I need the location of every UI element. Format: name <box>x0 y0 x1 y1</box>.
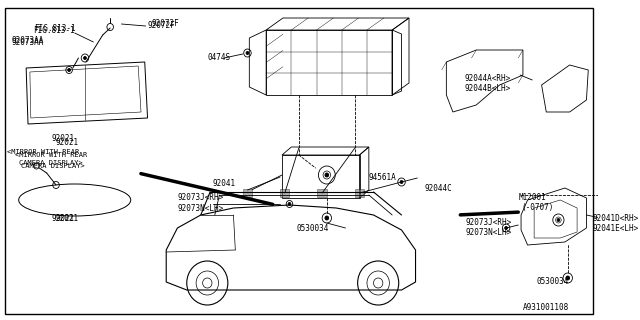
Bar <box>317 189 327 197</box>
Text: FIG.813-1: FIG.813-1 <box>34 26 76 35</box>
Text: CAMERA DISPLAY>: CAMERA DISPLAY> <box>20 163 84 169</box>
Text: A931001108: A931001108 <box>523 303 569 313</box>
Bar <box>280 189 289 197</box>
Text: M12001: M12001 <box>518 193 546 202</box>
Circle shape <box>557 219 560 221</box>
Text: 92021: 92021 <box>52 133 75 142</box>
Circle shape <box>246 52 249 54</box>
Text: 92073N<LH>: 92073N<LH> <box>177 204 223 212</box>
Bar <box>243 189 252 197</box>
Text: 92044B<LH>: 92044B<LH> <box>464 84 510 92</box>
Circle shape <box>84 57 86 60</box>
Circle shape <box>400 180 403 183</box>
Text: 92073AA: 92073AA <box>12 36 44 44</box>
Text: 92041E<LH>: 92041E<LH> <box>593 223 639 233</box>
Text: 92041: 92041 <box>213 179 236 188</box>
Bar <box>355 189 364 197</box>
Text: FIG.813-1: FIG.813-1 <box>35 23 76 33</box>
Text: 92073J<RH>: 92073J<RH> <box>465 218 511 227</box>
Text: 92073N<LH>: 92073N<LH> <box>465 228 511 236</box>
Text: 92044C: 92044C <box>425 183 452 193</box>
Text: 92072F: 92072F <box>148 20 175 29</box>
Text: 0530034: 0530034 <box>297 223 330 233</box>
Text: 92073AA: 92073AA <box>12 37 44 46</box>
Text: 92072F: 92072F <box>151 19 179 28</box>
Text: 0530034: 0530034 <box>537 277 570 286</box>
Text: <MIRROR WITH REAR: <MIRROR WITH REAR <box>15 152 87 158</box>
Text: 92041D<RH>: 92041D<RH> <box>593 213 639 222</box>
Text: CAMERA DISPLAY>: CAMERA DISPLAY> <box>19 160 83 166</box>
Text: 92021: 92021 <box>52 213 75 222</box>
Circle shape <box>505 227 508 229</box>
Text: 0474S: 0474S <box>207 52 230 61</box>
Text: 92073J<RH>: 92073J<RH> <box>177 193 223 202</box>
Circle shape <box>288 203 291 205</box>
Text: 92021: 92021 <box>56 213 79 222</box>
Circle shape <box>325 173 329 177</box>
Circle shape <box>566 276 570 280</box>
Text: <MIRROR WITH REAR: <MIRROR WITH REAR <box>8 149 80 155</box>
Text: (-0707): (-0707) <box>521 203 554 212</box>
Circle shape <box>68 68 70 71</box>
Text: 92044A<RH>: 92044A<RH> <box>464 74 510 83</box>
Text: 94561A: 94561A <box>369 172 397 181</box>
Text: 92021: 92021 <box>56 138 79 147</box>
Circle shape <box>325 216 329 220</box>
